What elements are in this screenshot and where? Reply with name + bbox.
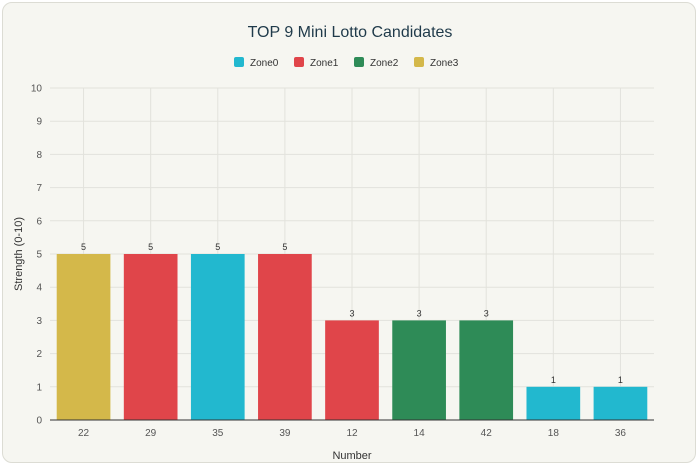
- bar-value-label: 5: [215, 242, 220, 252]
- bar-36[interactable]: [593, 386, 648, 420]
- legend-item-zone0[interactable]: Zone0: [234, 57, 279, 69]
- bar-value-label: 5: [148, 242, 153, 252]
- x-tick-label: 39: [279, 428, 291, 439]
- legend-swatch: [234, 57, 244, 67]
- legend-label: Zone0: [250, 58, 279, 69]
- chart-bars: 5 5 5 5 3 3 3 1 1: [56, 242, 648, 420]
- y-tick-label: 6: [36, 216, 42, 227]
- legend-label: Zone2: [370, 58, 399, 69]
- y-tick-label: 10: [31, 84, 43, 95]
- bar-42[interactable]: [459, 320, 514, 420]
- bar-18[interactable]: [526, 386, 581, 420]
- x-axis-label: Number: [332, 450, 371, 462]
- y-tick-label: 1: [36, 382, 42, 393]
- chart-legend: Zone0 Zone1 Zone2 Zone3: [234, 57, 459, 69]
- x-tick-label: 14: [414, 428, 426, 439]
- y-tick-label: 7: [36, 183, 42, 194]
- legend-item-zone3[interactable]: Zone3: [414, 57, 459, 69]
- y-tick-label: 5: [36, 250, 42, 261]
- x-tick-label: 36: [615, 428, 627, 439]
- bar-39[interactable]: [258, 254, 312, 420]
- legend-item-zone2[interactable]: Zone2: [354, 57, 399, 69]
- y-axis-ticks: 0 1 2 3 4 5 6 7 8 9 10: [31, 84, 43, 427]
- bar-value-label: 5: [282, 242, 287, 252]
- x-tick-label: 35: [212, 428, 224, 439]
- y-axis-label: Strength (0-10): [13, 217, 25, 291]
- y-tick-label: 4: [36, 283, 42, 294]
- bar-value-label: 3: [484, 308, 489, 318]
- bar-22[interactable]: [56, 254, 111, 420]
- bar-29[interactable]: [123, 254, 178, 420]
- x-tick-label: 18: [548, 428, 560, 439]
- x-tick-label: 42: [481, 428, 493, 439]
- y-tick-label: 0: [36, 416, 42, 427]
- bar-value-label: 5: [81, 242, 86, 252]
- bar-value-label: 1: [551, 375, 556, 385]
- bar-value-label: 3: [417, 308, 422, 318]
- y-tick-label: 8: [36, 150, 42, 161]
- legend-label: Zone1: [310, 58, 339, 69]
- x-tick-label: 29: [145, 428, 157, 439]
- bar-35[interactable]: [190, 254, 245, 420]
- y-tick-label: 2: [36, 349, 42, 360]
- bar-14[interactable]: [392, 320, 446, 420]
- chart-title: TOP 9 Mini Lotto Candidates: [248, 24, 453, 41]
- bar-12[interactable]: [325, 320, 379, 420]
- x-tick-label: 22: [78, 428, 90, 439]
- y-tick-label: 3: [36, 316, 42, 327]
- bar-value-label: 3: [349, 308, 354, 318]
- bar-value-label: 1: [618, 375, 623, 385]
- legend-swatch: [294, 57, 304, 67]
- y-tick-label: 9: [36, 117, 42, 128]
- legend-label: Zone3: [430, 58, 459, 69]
- x-tick-label: 12: [346, 428, 358, 439]
- x-axis-ticks: 22 29 35 39 12 14 42 18 36: [78, 428, 626, 439]
- legend-swatch: [414, 57, 424, 67]
- legend-swatch: [354, 57, 364, 67]
- legend-item-zone1[interactable]: Zone1: [294, 57, 339, 69]
